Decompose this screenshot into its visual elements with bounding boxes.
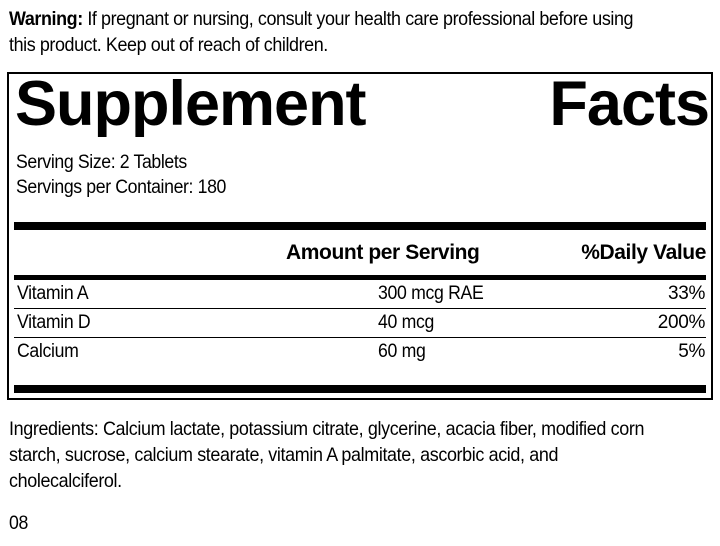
nutrient-name: Calcium	[17, 341, 79, 362]
nutrient-daily-value: 5%	[678, 341, 705, 362]
nutrient-amount: 300 mcg RAE	[378, 283, 484, 304]
rule-above-headers	[14, 222, 706, 230]
rule-below-headers	[14, 275, 706, 280]
table-row: Vitamin D 40 mcg 200%	[14, 309, 706, 338]
column-header-daily-value: %Daily Value	[581, 241, 706, 264]
table-row: Vitamin A 300 mcg RAE 33%	[14, 280, 706, 309]
nutrient-amount: 40 mcg	[378, 312, 435, 333]
warning-statement: Warning: If pregnant or nursing, consult…	[9, 6, 653, 58]
serving-size: Serving Size: 2 Tablets	[16, 152, 187, 173]
supplement-facts-title: Supplement Facts	[15, 71, 709, 137]
column-headers: Amount per Serving %Daily Value	[14, 238, 706, 270]
column-header-amount: Amount per Serving	[286, 241, 480, 264]
nutrient-daily-value: 200%	[657, 312, 706, 333]
title-word-supplement: Supplement	[15, 71, 367, 137]
nutrient-table: Vitamin A 300 mcg RAE 33% Vitamin D 40 m…	[14, 280, 706, 366]
nutrient-name: Vitamin D	[17, 312, 91, 333]
rule-below-table	[14, 385, 706, 393]
title-word-facts: Facts	[549, 71, 709, 137]
table-row: Calcium 60 mg 5%	[14, 338, 706, 366]
supplement-facts-panel: Supplement Facts Serving Size: 2 Tablets…	[7, 71, 713, 400]
servings-per-container: Servings per Container: 180	[16, 177, 226, 198]
warning-text: If pregnant or nursing, consult your hea…	[9, 8, 634, 56]
nutrient-name: Vitamin A	[17, 283, 89, 304]
serving-information: Serving Size: 2 Tablets Servings per Con…	[16, 150, 226, 200]
nutrient-amount: 60 mg	[378, 341, 426, 362]
ingredients-statement: Ingredients: Calcium lactate, potassium …	[9, 418, 645, 492]
warning-label: Warning:	[9, 8, 83, 30]
footer-code: 08	[9, 513, 29, 534]
nutrient-daily-value: 33%	[668, 283, 705, 304]
